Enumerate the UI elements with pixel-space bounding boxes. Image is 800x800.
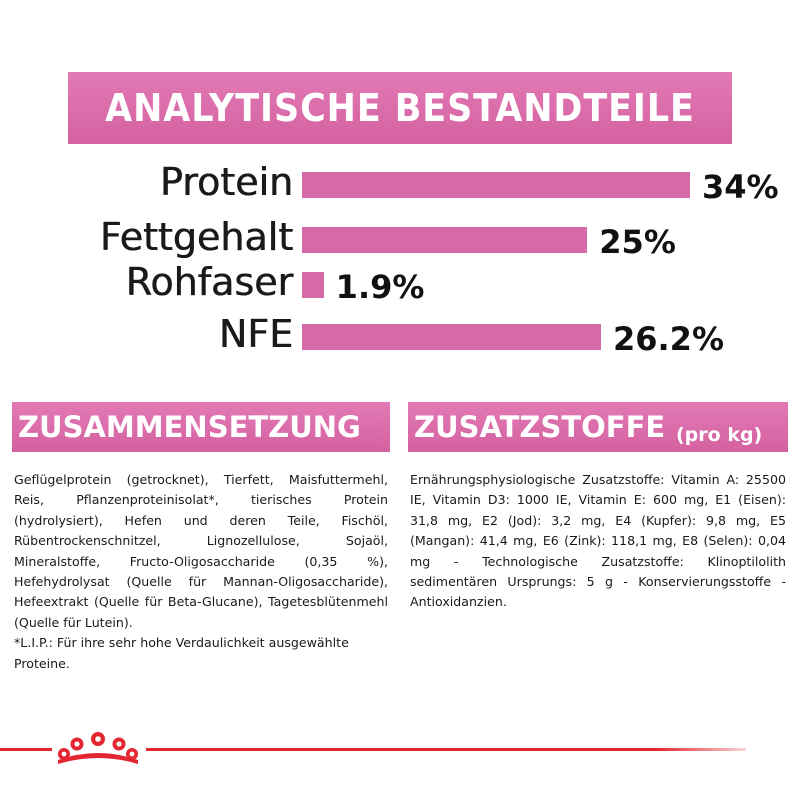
nutrient-bar-protein bbox=[302, 172, 690, 198]
nutrient-value-protein: 34% bbox=[702, 168, 779, 206]
composition-footnote: *L.I.P.: Für ihre sehr hohe Verdaulichke… bbox=[14, 635, 349, 671]
nutrient-bar-nfe bbox=[302, 324, 601, 350]
footer-line-right bbox=[146, 748, 746, 751]
nutrient-label-fettgehalt: Fettgehalt bbox=[99, 215, 293, 259]
additives-subtitle: (pro kg) bbox=[676, 424, 763, 446]
additives-header: ZUSATZSTOFFE (pro kg) bbox=[408, 402, 788, 452]
crown-icon bbox=[58, 732, 138, 764]
page-title: ANALYTISCHE BESTANDTEILE bbox=[105, 86, 695, 130]
nutrient-value-rohfaser: 1.9% bbox=[335, 268, 425, 306]
additives-title: ZUSATZSTOFFE bbox=[414, 410, 666, 444]
additives-text: Ernährungsphysiologische Zusatzstoffe: V… bbox=[410, 472, 786, 610]
composition-title: ZUSAMMENSETZUNG bbox=[18, 410, 361, 444]
composition-paragraph: Geflügelprotein (getrocknet), Tierfett, … bbox=[14, 472, 388, 630]
nutrient-label-rohfaser: Rohfaser bbox=[125, 260, 294, 304]
nutrient-label-protein: Protein bbox=[159, 160, 293, 204]
composition-text: Geflügelprotein (getrocknet), Tierfett, … bbox=[14, 470, 388, 674]
footer-line-left bbox=[0, 748, 52, 751]
composition-header: ZUSAMMENSETZUNG bbox=[12, 402, 390, 452]
nutrient-value-fettgehalt: 25% bbox=[599, 223, 676, 261]
nutrient-label-nfe: NFE bbox=[218, 312, 293, 356]
nutrient-bar-rohfaser bbox=[302, 272, 324, 298]
nutrient-bar-fettgehalt bbox=[302, 227, 588, 253]
nutrient-value-nfe: 26.2% bbox=[612, 320, 724, 358]
header-banner: ANALYTISCHE BESTANDTEILE bbox=[68, 72, 732, 144]
